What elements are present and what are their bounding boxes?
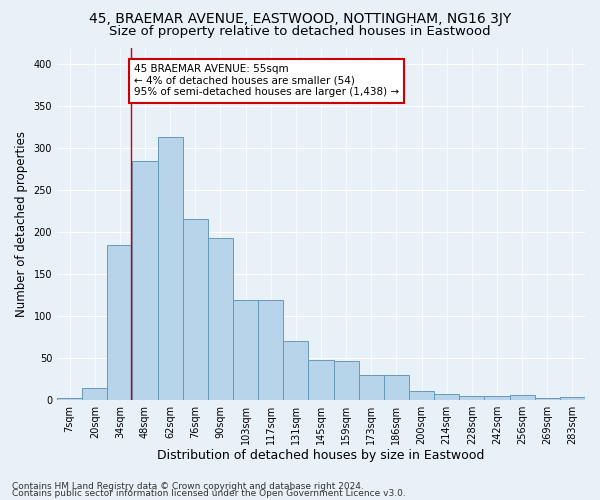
Text: 45 BRAEMAR AVENUE: 55sqm
← 4% of detached houses are smaller (54)
95% of semi-de: 45 BRAEMAR AVENUE: 55sqm ← 4% of detache… [134, 64, 399, 98]
Bar [535, 398, 560, 400]
Bar [434, 394, 459, 400]
Bar [82, 388, 107, 400]
Bar [107, 244, 133, 400]
Bar [233, 300, 258, 400]
Text: Contains HM Land Registry data © Crown copyright and database right 2024.: Contains HM Land Registry data © Crown c… [12, 482, 364, 491]
Text: Size of property relative to detached houses in Eastwood: Size of property relative to detached ho… [109, 25, 491, 38]
Bar [133, 160, 158, 400]
Bar [509, 394, 535, 400]
X-axis label: Distribution of detached houses by size in Eastwood: Distribution of detached houses by size … [157, 450, 485, 462]
Bar [57, 398, 82, 400]
Bar [334, 361, 359, 400]
Bar [409, 392, 434, 400]
Y-axis label: Number of detached properties: Number of detached properties [15, 130, 28, 316]
Bar [283, 341, 308, 400]
Bar [158, 137, 183, 400]
Bar [560, 397, 585, 400]
Text: 45, BRAEMAR AVENUE, EASTWOOD, NOTTINGHAM, NG16 3JY: 45, BRAEMAR AVENUE, EASTWOOD, NOTTINGHAM… [89, 12, 511, 26]
Bar [484, 396, 509, 400]
Text: Contains public sector information licensed under the Open Government Licence v3: Contains public sector information licen… [12, 490, 406, 498]
Bar [359, 374, 384, 400]
Bar [308, 360, 334, 400]
Bar [384, 374, 409, 400]
Bar [183, 218, 208, 400]
Bar [208, 238, 233, 400]
Bar [258, 300, 283, 400]
Bar [459, 396, 484, 400]
